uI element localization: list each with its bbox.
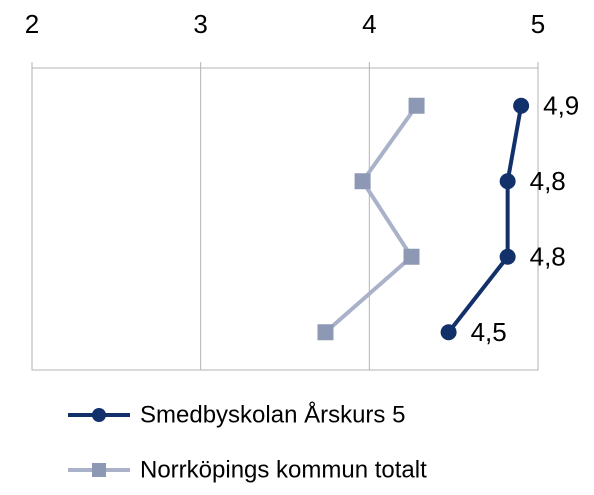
marker [440,324,457,341]
data-label: 4,8 [530,242,566,272]
marker [499,248,516,265]
x-tick-label: 2 [25,9,39,39]
marker [354,173,371,190]
marker [92,463,106,477]
x-tick-label: 4 [362,9,376,39]
marker [499,173,516,190]
marker [513,97,530,114]
legend: Smedbyskolan Årskurs 5 Norrköpings kommun… [68,400,427,483]
plot-area [31,67,539,371]
legend-label: Norrköpings kommun totalt [140,456,427,483]
marker [408,97,425,114]
marker [317,324,334,341]
x-tick-label: 3 [193,9,207,39]
marker [92,408,106,422]
data-label: 4,8 [530,166,566,196]
x-tick-label: 5 [531,9,545,39]
series-line [324,104,419,334]
data-label: 4,5 [471,317,507,347]
series-line [447,105,524,334]
data-label: 4,9 [543,91,579,121]
legend-label: Smedbyskolan Årskurs 5 [140,400,405,428]
marker [403,248,420,265]
